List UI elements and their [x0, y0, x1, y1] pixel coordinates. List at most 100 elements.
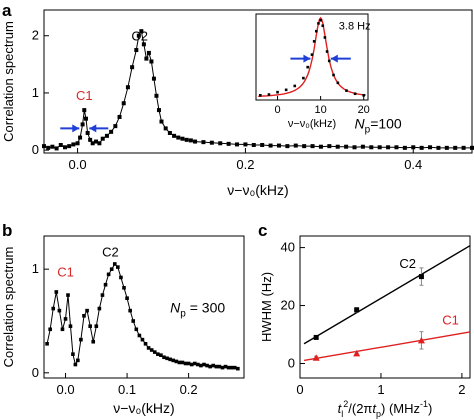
panel-a-series-point [394, 145, 399, 150]
np-value: =100 [370, 115, 402, 131]
xlabel-part: t [338, 401, 343, 416]
inset-point [321, 24, 325, 28]
panel-a-series-point [109, 129, 114, 134]
np-subscript: p [365, 124, 371, 135]
inset-point [302, 76, 305, 80]
panel-b-series-point [220, 365, 225, 370]
inset-point [276, 90, 279, 94]
panel-c-frame [299, 235, 471, 379]
panel-a-series-point [377, 145, 382, 150]
panel-b-ytick-label: 0 [32, 365, 39, 380]
panel-b-series-point [140, 337, 145, 342]
panel-label-b: b [2, 221, 12, 240]
panel-b-series-point [202, 362, 206, 367]
panel-b-series-point [45, 341, 49, 346]
panel-b-series-point [177, 360, 182, 365]
panel-a-series-point [436, 145, 441, 150]
panel-c-series-c2-point [313, 334, 319, 340]
panel-a-series-point [360, 144, 365, 149]
inset-xtick-label: 0 [274, 104, 280, 116]
panel-b-series-point [143, 341, 148, 346]
panel-a-series-point [159, 119, 164, 124]
panel-b-xlabel: ν−ν₀(kHz) [113, 400, 174, 416]
panel-b-series-point [214, 364, 219, 369]
panel-a-series-point [46, 145, 51, 150]
inset-point [306, 65, 309, 69]
panel-b-chart: 0.0 0.1 0.2 0 1 Correlation spectrum ν−ν₀(kHz)… [1, 235, 245, 416]
panel-a-series-point [97, 141, 102, 146]
panel-b-series-point [63, 317, 68, 321]
panel-a-series-point [369, 145, 374, 150]
panel-a-series-point [268, 143, 273, 148]
panel-a-series-point [402, 145, 407, 150]
panel-b-series-point [146, 346, 151, 350]
panel-b-series-point [60, 327, 65, 332]
panel-a-series-point [327, 144, 332, 149]
inset-point [310, 53, 314, 56]
panel-a-series-point [302, 144, 307, 149]
panel-a-series-point [419, 145, 424, 150]
panel-b-series-point [229, 365, 234, 370]
panel-b-frame [43, 235, 245, 379]
panel-a-series-point [58, 142, 63, 147]
panel-b-series-point [186, 361, 191, 366]
panel-b-series-point [68, 324, 73, 328]
xlabel-part: p [376, 409, 381, 419]
panel-b-series-point [54, 290, 59, 294]
panel-a-series-point [94, 139, 99, 144]
panel-a-series-point [352, 145, 357, 150]
panel-a-series-point [154, 93, 159, 98]
panel-b-series-point [103, 282, 108, 287]
xlabel-part: 2 [343, 399, 348, 409]
panel-b-series-point [205, 363, 209, 368]
panel-a-ytick-label: 2 [32, 28, 39, 43]
panel-b-series-point [109, 267, 114, 271]
panel-a-series-point [243, 142, 248, 147]
panel-a-series-point [117, 114, 122, 119]
panel-a-ytick-label: 0 [32, 142, 39, 157]
panel-a-series-point [151, 76, 156, 81]
panel-a-series-point [75, 141, 80, 146]
panel-b-series-point [208, 364, 212, 369]
inset-point [293, 84, 297, 88]
panel-b-series-point [226, 365, 231, 370]
panel-a-xlabel: ν−ν₀(kHz) [227, 182, 288, 198]
panel-a-series-point [62, 145, 67, 150]
panel-label-c: c [258, 221, 267, 240]
panel-c-xtick-label: 1 [377, 382, 384, 397]
panel-c-ytick-label: 40 [281, 240, 295, 255]
panel-a-series-point [54, 146, 59, 151]
inset-point [325, 50, 329, 53]
inset-xtick-label: 20 [358, 104, 370, 116]
panel-a-series-point [226, 141, 231, 146]
panel-a-series-point [310, 144, 315, 149]
panel-a-series-point [134, 48, 139, 53]
panel-c-ytick-label: 20 [281, 298, 295, 313]
panel-b-series-point [134, 327, 139, 332]
panel-c-series-c1-fit-line [303, 331, 471, 362]
panel-a-series-point [428, 145, 433, 150]
panel-b-series-point [76, 358, 80, 363]
panel-b-series-point [211, 363, 216, 368]
xlabel-part: t [372, 401, 377, 416]
inset-point [319, 18, 322, 22]
panel-c-series-c2-point [354, 307, 360, 313]
panel-a-series-point [113, 124, 118, 129]
inset-point [336, 81, 340, 85]
panel-b-series-point [131, 319, 136, 323]
panel-b-series-point [174, 359, 179, 364]
inset-point [362, 94, 365, 97]
panel-a-series-point [67, 144, 72, 149]
panel-b-series-point [180, 360, 185, 365]
panel-a-series-point [188, 138, 193, 143]
inset-arrow-right-head [330, 54, 338, 63]
panel-a-series-point [146, 50, 151, 55]
panel-a-annotation-c2: C2 [131, 28, 148, 43]
panel-a-ytick-label: 1 [32, 85, 39, 100]
panel-b-series-point [165, 356, 169, 361]
panel-a-series-point [121, 101, 126, 106]
panel-b-series-point [106, 272, 111, 277]
panel-b-series-point [94, 324, 99, 328]
